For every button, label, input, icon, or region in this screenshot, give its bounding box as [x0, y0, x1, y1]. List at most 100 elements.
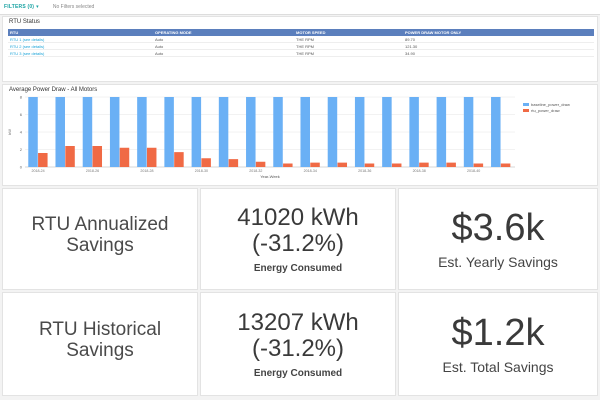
- total-savings-value: $1.2k: [451, 312, 545, 354]
- bar-rtu_power_draw: [419, 162, 429, 167]
- bar-baseline_power_draw: [55, 97, 65, 167]
- y-tick-label: 6: [20, 112, 23, 117]
- bar-baseline_power_draw: [491, 97, 501, 167]
- power-draw-chart: 0 2 4 6 8 kW 2018-24 2018-26 2018-28 2018-30 2018-…: [7, 95, 515, 179]
- rtu-link[interactable]: RTU 1 (see details): [8, 36, 153, 43]
- power-draw-chart-panel: Average Power Draw - All Motors 0 2 4 6 8 kW 2…: [2, 84, 598, 186]
- y-tick-label: 8: [20, 95, 23, 100]
- table-row: RTU 3 (see details) Auto THE RPM 34.90: [8, 49, 594, 57]
- column-header[interactable]: MOTOR SPEED: [294, 29, 403, 36]
- annualized-savings-label-tile: RTU Annualized Savings: [2, 188, 198, 290]
- table-cell: Auto: [153, 42, 294, 50]
- bar-rtu_power_draw: [65, 146, 75, 167]
- bar-baseline_power_draw: [463, 97, 474, 167]
- bar-rtu_power_draw: [337, 162, 348, 167]
- table-header-row: RTU OPERATING MODE MOTOR SPEED POWER DRA…: [8, 29, 594, 36]
- column-header[interactable]: OPERATING MODE: [153, 29, 294, 36]
- x-tick-label: 2018-30: [195, 169, 208, 173]
- bar-baseline_power_draw: [82, 97, 93, 167]
- historical-energy-label: Energy Consumed: [253, 367, 343, 379]
- x-tick-label: 2018-32: [249, 169, 262, 173]
- rtu-link[interactable]: RTU 2 (see details): [8, 42, 153, 50]
- table-cell: THE RPM: [294, 36, 403, 43]
- x-tick-label: 2018-26: [86, 169, 99, 173]
- y-axis-label: kW: [7, 129, 12, 135]
- rtu-status-panel: RTU Status RTU OPERATING MODE MOTOR SPEE…: [2, 16, 598, 82]
- bar-rtu_power_draw: [283, 163, 293, 167]
- legend-item[interactable]: baseline_power_draw: [523, 101, 570, 107]
- bar-baseline_power_draw: [300, 97, 310, 167]
- bar-rtu_power_draw: [228, 159, 239, 167]
- column-header[interactable]: RTU: [8, 29, 153, 36]
- bar-baseline_power_draw: [109, 97, 120, 167]
- bar-rtu_power_draw: [146, 147, 157, 167]
- bar-rtu_power_draw: [255, 161, 266, 167]
- bar-baseline_power_draw: [273, 97, 283, 167]
- rtu-status-table: RTU OPERATING MODE MOTOR SPEED POWER DRA…: [8, 29, 594, 57]
- annualized-energy-tile: 41020 kWh (-31.2%) Energy Consumed: [200, 188, 396, 290]
- bar-rtu_power_draw: [310, 162, 320, 167]
- historical-energy-value: 13207 kWh: [237, 308, 359, 336]
- panel-title: RTU Status: [9, 19, 40, 25]
- legend-swatch: [523, 108, 529, 112]
- bar-baseline_power_draw: [327, 97, 338, 167]
- bar-baseline_power_draw: [354, 97, 365, 167]
- bar-rtu_power_draw: [174, 152, 184, 167]
- historical-energy-tile: 13207 kWh (-31.2%) Energy Consumed: [200, 292, 396, 396]
- chart-legend: baseline_power_draw rtu_power_draw: [523, 101, 570, 113]
- legend-label: baseline_power_draw: [531, 101, 570, 107]
- yearly-savings-value: $3.6k: [451, 207, 545, 249]
- bar-baseline_power_draw: [191, 97, 202, 167]
- filters-status: No Filters selected: [52, 4, 95, 10]
- bar-rtu_power_draw: [473, 163, 484, 167]
- y-tick-label: 2: [20, 147, 23, 152]
- bar-baseline_power_draw: [218, 97, 229, 167]
- annualized-energy-value: 41020 kWh: [237, 203, 359, 231]
- table-cell: Auto: [153, 36, 294, 43]
- bar-baseline_power_draw: [409, 97, 419, 167]
- bar-rtu_power_draw: [500, 163, 511, 167]
- yearly-savings-tile: $3.6k Est. Yearly Savings: [398, 188, 598, 290]
- bar-rtu_power_draw: [201, 158, 211, 167]
- table-cell: Auto: [153, 49, 294, 57]
- x-tick-label: 2018-34: [304, 169, 317, 173]
- total-savings-label: Est. Total Savings: [442, 359, 554, 375]
- x-tick-label: 2018-40: [467, 169, 480, 173]
- chevron-down-icon: ▾: [36, 4, 39, 10]
- rtu-link[interactable]: RTU 3 (see details): [8, 49, 153, 57]
- historical-savings-label-tile: RTU Historical Savings: [2, 292, 198, 396]
- filter-bar: FILTERS (0) ▾ No Filters selected: [0, 0, 600, 15]
- table-cell: 89.70: [403, 36, 594, 43]
- bar-rtu_power_draw: [391, 163, 402, 167]
- bar-rtu_power_draw: [92, 146, 103, 167]
- bar-baseline_power_draw: [246, 97, 256, 167]
- x-tick-label: 2018-24: [31, 169, 44, 173]
- bar-baseline_power_draw: [382, 97, 392, 167]
- bar-rtu_power_draw: [364, 163, 375, 167]
- table-cell: THE RPM: [294, 42, 403, 50]
- chart-title: Average Power Draw - All Motors: [9, 87, 98, 93]
- annualized-energy-label: Energy Consumed: [253, 262, 343, 274]
- historical-savings-label: RTU Historical Savings: [38, 319, 162, 361]
- bar-baseline_power_draw: [436, 97, 447, 167]
- table-row: RTU 1 (see details) Auto THE RPM 89.70: [8, 36, 594, 43]
- bar-baseline_power_draw: [137, 97, 147, 167]
- annualized-savings-label: RTU Annualized Savings: [31, 214, 169, 256]
- y-tick-label: 4: [20, 130, 23, 135]
- x-tick-label: 2018-28: [140, 169, 153, 173]
- total-savings-tile: $1.2k Est. Total Savings: [398, 292, 598, 396]
- historical-energy-pct: (-31.2%): [251, 334, 345, 362]
- legend-swatch: [523, 102, 529, 106]
- table-cell: THE RPM: [294, 49, 403, 57]
- x-tick-label: 2018-36: [358, 169, 371, 173]
- legend-item[interactable]: rtu_power_draw: [523, 107, 570, 113]
- table-row: RTU 2 (see details) Auto THE RPM 121.30: [8, 42, 594, 50]
- x-axis-label: Year-Week: [260, 174, 280, 179]
- column-header[interactable]: POWER DRAW MOTOR ONLY: [403, 29, 594, 36]
- bar-rtu_power_draw: [446, 162, 456, 167]
- bar-rtu_power_draw: [38, 153, 48, 167]
- table-cell: 121.30: [403, 42, 594, 50]
- bar-rtu_power_draw: [119, 147, 130, 167]
- x-tick-label: 2018-38: [413, 169, 426, 173]
- filters-button[interactable]: FILTERS (0) ▾: [4, 4, 39, 10]
